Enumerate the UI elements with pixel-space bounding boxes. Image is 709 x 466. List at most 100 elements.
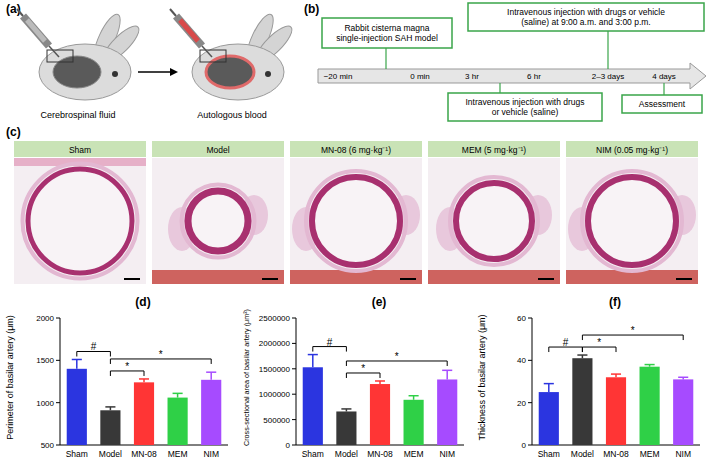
syringe-fill [27,20,45,41]
panel-label: (e) [372,295,387,309]
vessel-wall [588,177,676,265]
significance-label: # [563,337,569,348]
image-bg [14,158,146,284]
y-tick-label: 0 [286,441,291,450]
x-tick-label: Sham [66,449,88,459]
panel-label: (c) [6,125,21,139]
eye [112,71,118,77]
adventitia [182,185,255,258]
y-tick [292,394,296,395]
time-label: 3 hr [465,72,479,81]
step-label: Cerebrospinal fluid [40,110,115,120]
y-axis [60,318,61,445]
histology-image [290,158,422,284]
bar [404,400,424,445]
plunger [170,9,176,16]
text-line: Assessment [639,99,686,109]
image-bg [428,158,560,284]
error-bar [442,370,452,379]
connector [663,83,664,95]
group-label: Sham [69,145,91,155]
x-tick-label: Sham [538,449,560,459]
bar [168,398,188,445]
bar [201,380,221,445]
group-header [428,141,560,157]
significance-label: * [159,349,163,360]
significance-label: * [597,337,601,348]
head [39,44,131,100]
text-line: Rabbit cisterna magna [344,23,429,33]
error-bar [139,379,149,382]
y-tick-label: 20 [517,399,526,408]
histology-image [428,158,560,284]
x-tick-label: MN-08 [131,449,157,459]
box-text: Rabbit cisterna magnasingle-injection SA… [336,23,438,43]
site-box [200,50,226,62]
vessel-wall [28,169,132,273]
box-text: Intravenous injection with drugsor vehic… [465,97,584,117]
bar [336,411,356,445]
bar [640,367,660,445]
significance-label: * [395,351,399,362]
x-tick-label: MEM [168,449,188,459]
connector [499,83,500,93]
text-line: single-injection SAH model [336,33,438,43]
vessel-wall [456,183,532,259]
error-bar [105,407,115,410]
arrow [138,71,170,73]
image-bg [152,158,284,284]
vessel-wall [188,191,248,251]
x-tick-label: MN-08 [603,449,629,459]
scale-bar [538,278,554,280]
y-tick-label: 500 [41,441,55,450]
bar [539,392,559,445]
scale-bar [400,278,416,280]
y-tick [56,445,60,446]
x-tick-label: NIM [203,449,219,459]
timeline-box [622,95,702,113]
y-tick [528,402,532,403]
y-tick [292,368,296,369]
bar [572,358,592,445]
bar [67,369,87,445]
error-bar [544,384,554,392]
error-bar [72,359,82,368]
timeline-arrow [318,63,706,89]
brain [53,56,101,88]
arrow-head [170,68,178,76]
text-line: Intravenous injection with drugs or vehi… [507,7,665,17]
figure: (a)(b)(c)(d)(e)(f)Cerebrospinal fluidAut… [0,0,709,466]
x-tick-label: NIM [439,449,455,459]
error-bar [341,409,351,412]
x-tick-label: Sham [302,449,324,459]
y-tick [292,318,296,319]
y-tick [528,360,532,361]
y-tick [292,445,296,446]
y-tick-label: 2000 [36,314,54,323]
scale-bar [124,278,140,280]
connector [607,31,608,69]
text-line: or vehicle (saline) [492,107,559,117]
timeline-box [468,3,704,31]
y-tick-label: 500000 [263,416,290,425]
eye [265,71,271,77]
significance-label: # [91,341,97,352]
y-tick-label: 2500000 [259,314,291,323]
plot-area [303,355,458,445]
time-label: −20 min [324,72,353,81]
vessel-wall [312,177,400,265]
panel-label: (f) [609,295,621,309]
y-tick-label: 0 [522,441,527,450]
rabbit-head [17,9,144,100]
x-tick-label: MN-08 [367,449,393,459]
y-tick-label: 40 [517,356,526,365]
error-bar [611,374,621,377]
head [192,44,284,100]
error-bar [173,393,183,397]
panel-label: (a) [6,2,21,16]
image-bg [566,158,698,284]
x-tick-label: NIM [675,449,691,459]
adventitia [450,177,538,265]
group-header [14,141,146,157]
histology-image [566,158,698,284]
